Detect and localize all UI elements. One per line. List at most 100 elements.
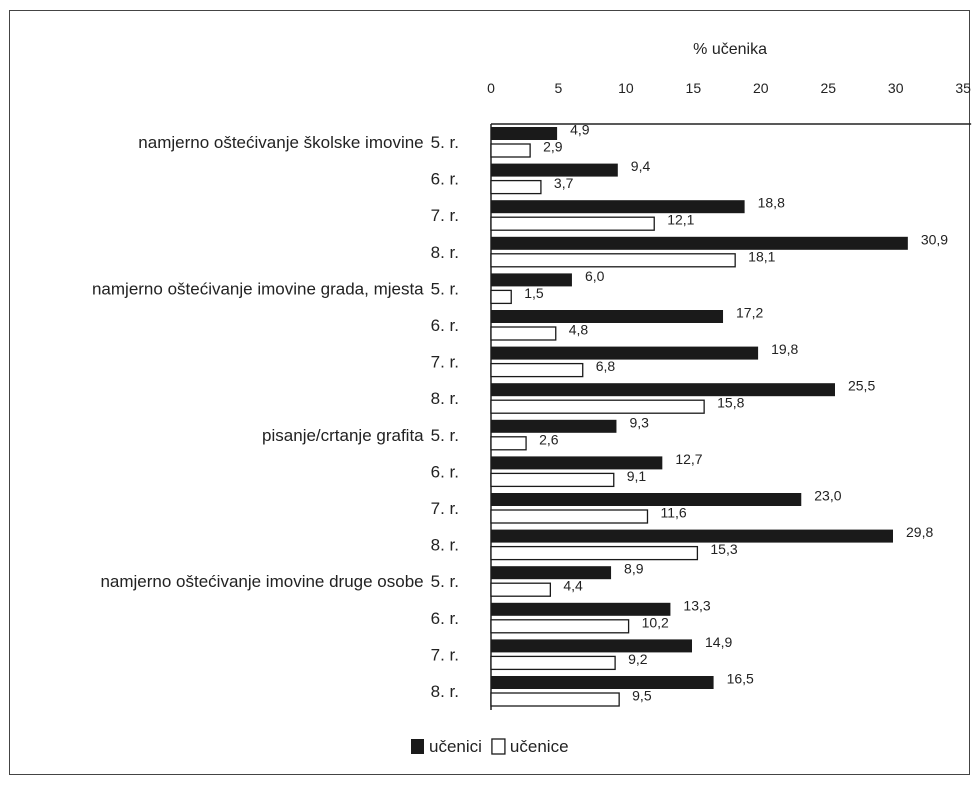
data-label: 9,3 (629, 414, 649, 430)
data-label: 6,0 (585, 268, 605, 284)
row-label: 7. r. (431, 206, 459, 225)
group-label: pisanje/crtanje grafita (262, 426, 424, 445)
data-label: 4,4 (563, 578, 583, 594)
row-label: 5. r. (431, 572, 459, 591)
bar-ucenici (491, 163, 618, 177)
data-label: 29,8 (906, 524, 933, 540)
data-label: 14,9 (705, 634, 732, 650)
x-tick-label: 0 (487, 80, 495, 96)
data-label: 2,9 (543, 139, 563, 155)
bar-ucenice (490, 179, 542, 195)
row-label: 8. r. (431, 536, 459, 555)
bar-ucenice (490, 326, 557, 341)
bar-ucenici (491, 310, 724, 323)
bar-ucenici (491, 676, 714, 689)
bar-ucenice (490, 619, 630, 634)
row-label: 7. r. (431, 645, 459, 664)
x-tick-label: 35 (955, 80, 971, 96)
data-label: 9,2 (628, 651, 648, 667)
x-tick-label: 10 (618, 80, 634, 96)
group-label: namjerno oštećivanje imovine druge osobe (100, 572, 423, 591)
data-label: 16,5 (727, 671, 754, 687)
bar-ucenice (490, 399, 705, 414)
row-label: 6. r. (431, 316, 459, 335)
bar-ucenici (491, 456, 663, 470)
group-label: namjerno oštećivanje imovine grada, mjes… (92, 279, 424, 298)
data-label: 11,6 (660, 505, 686, 521)
bar-ucenici (491, 346, 759, 360)
x-tick-label: 30 (888, 80, 904, 96)
row-label: 8. r. (431, 389, 459, 408)
bar-ucenici (491, 127, 558, 140)
bar-ucenice (490, 472, 615, 488)
data-label: 19,8 (771, 341, 798, 357)
data-label: 1,5 (524, 285, 544, 301)
bar-ucenici (491, 493, 802, 506)
row-label: 5. r. (431, 426, 459, 445)
bar-ucenici (491, 566, 612, 580)
data-label: 23,0 (814, 488, 841, 504)
row-label: 5. r. (431, 133, 459, 152)
bar-ucenici (491, 273, 572, 287)
bar-ucenice (490, 436, 527, 451)
bar-ucenici (491, 419, 617, 433)
row-label: 5. r. (431, 279, 459, 298)
bar-ucenice (490, 289, 512, 305)
legend-swatch-ucenici (411, 739, 424, 754)
bar-ucenice (490, 362, 584, 378)
bar-ucenici (491, 602, 671, 616)
data-label: 17,2 (736, 305, 763, 321)
bar-ucenice (490, 582, 552, 597)
bar-ucenice (490, 655, 616, 671)
bar-ucenici (491, 383, 835, 397)
data-label: 10,2 (642, 614, 669, 630)
bar-ucenici (491, 200, 745, 214)
data-label: 9,4 (631, 158, 651, 174)
row-label: 6. r. (431, 170, 459, 189)
group-label: namjerno oštećivanje školske imovine (138, 133, 423, 152)
row-label: 6. r. (431, 462, 459, 481)
data-label: 9,5 (632, 688, 652, 704)
row-label: 7. r. (431, 353, 459, 372)
x-tick-label: 25 (820, 80, 836, 96)
x-tick-label: 20 (753, 80, 769, 96)
data-label: 6,8 (596, 358, 616, 374)
x-tick-label: 5 (555, 80, 563, 96)
legend-swatch-ucenice (491, 738, 506, 755)
data-label: 15,8 (717, 395, 744, 411)
data-label: 9,1 (627, 468, 647, 484)
data-label: 12,1 (667, 212, 694, 228)
legend-label: učenici (429, 737, 482, 756)
data-label: 12,7 (675, 451, 702, 467)
data-label: 4,9 (570, 122, 590, 138)
data-label: 18,1 (748, 248, 775, 264)
data-label: 3,7 (554, 175, 574, 191)
data-label: 2,6 (539, 431, 559, 447)
row-label: 7. r. (431, 499, 459, 518)
bar-ucenici (491, 529, 894, 543)
chart-border (9, 10, 970, 775)
row-label: 8. r. (431, 243, 459, 262)
data-label: 30,9 (921, 231, 948, 247)
bar-ucenice (490, 143, 531, 158)
legend-label: učenice (510, 737, 569, 756)
data-label: 25,5 (848, 378, 875, 394)
x-axis-title: % učenika (693, 41, 767, 58)
bar-ucenice (490, 216, 655, 231)
x-tick-label: 15 (686, 80, 702, 96)
bar-ucenice (490, 692, 620, 707)
bar-ucenici (491, 639, 693, 653)
bar-ucenice (490, 545, 699, 561)
data-label: 13,3 (683, 597, 710, 613)
bar-ucenici (491, 236, 908, 250)
data-label: 4,8 (569, 322, 589, 338)
data-label: 8,9 (624, 561, 644, 577)
data-label: 18,8 (758, 195, 785, 211)
bar-ucenice (490, 509, 649, 524)
row-label: 8. r. (431, 682, 459, 701)
row-label: 6. r. (431, 609, 459, 628)
data-label: 15,3 (710, 541, 737, 557)
bar-ucenice (490, 253, 736, 268)
